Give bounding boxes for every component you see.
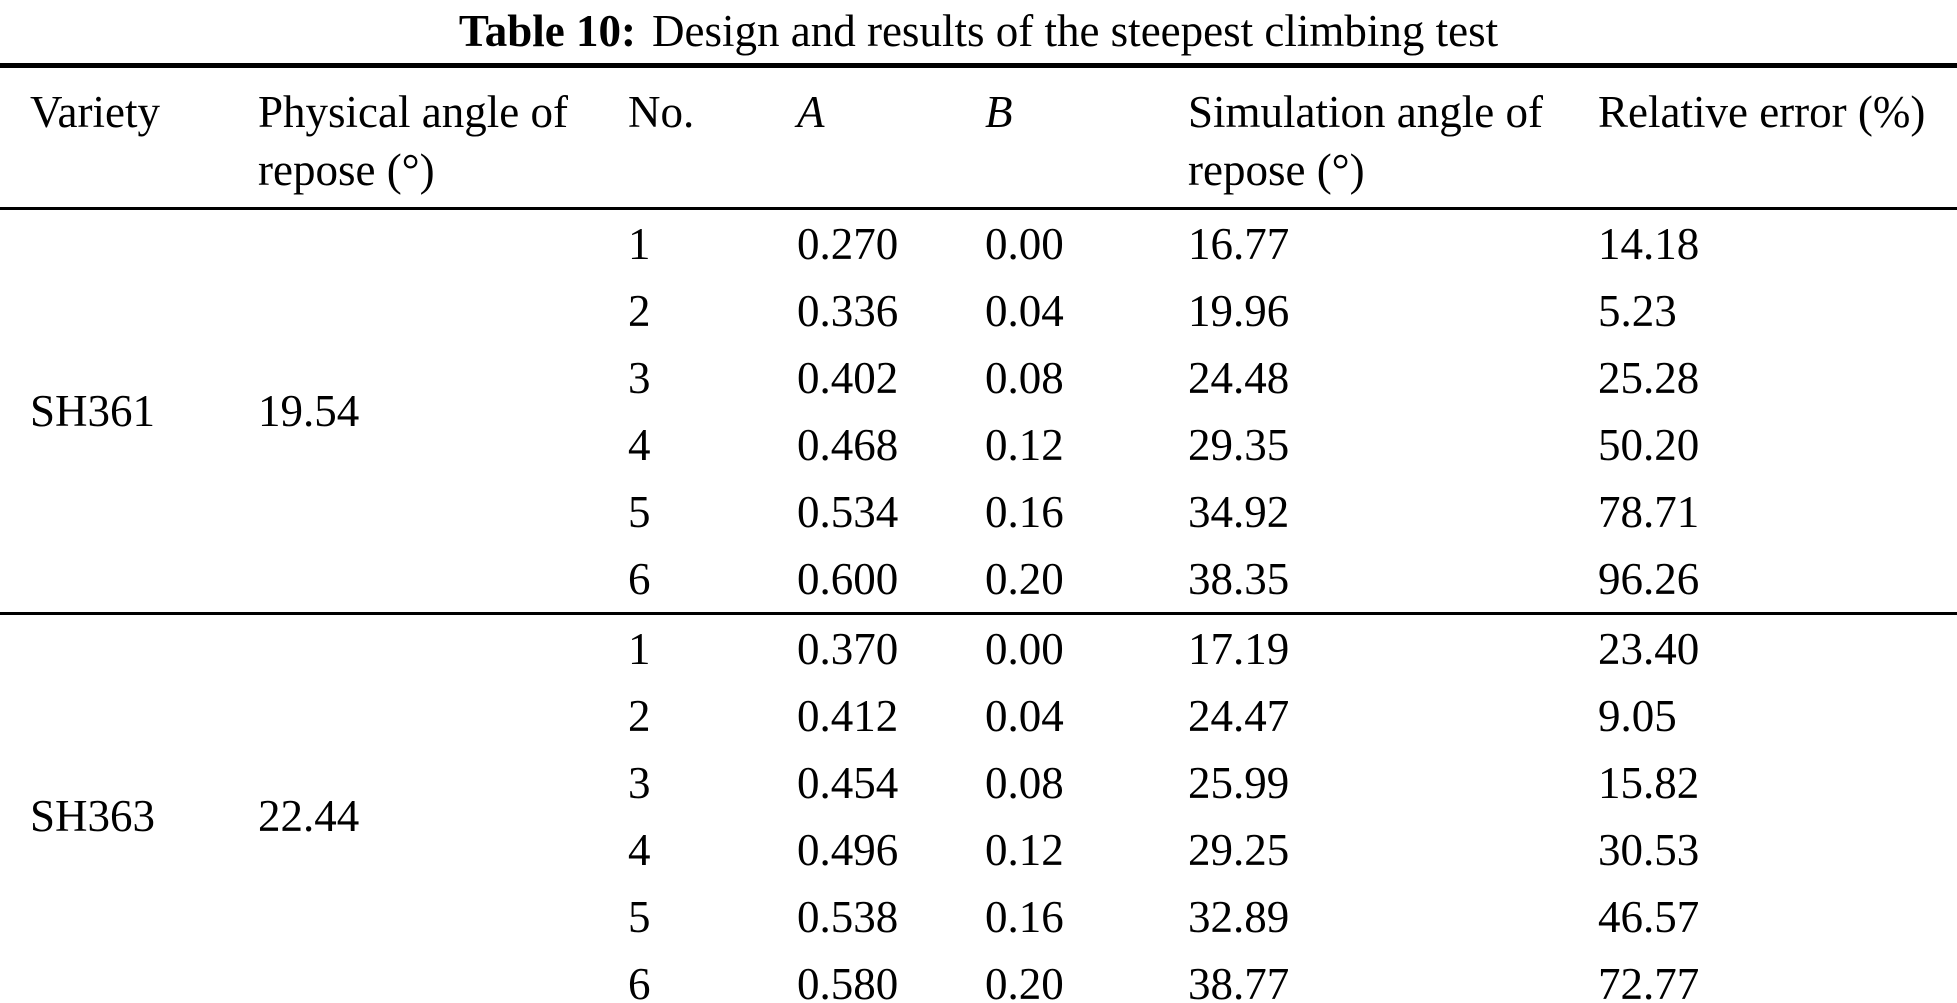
run-number-cell: 2: [628, 285, 651, 336]
header-row: Variety Physical angle of repose (°) No.…: [0, 65, 1957, 210]
factor-a-cell: 0.336: [797, 285, 899, 336]
run-number-cell: 3: [628, 757, 651, 808]
column-header-factor-a: A: [797, 65, 985, 210]
table-caption: Table 10: Design and results of the stee…: [0, 0, 1957, 63]
simulation-angle-cell: 25.99: [1188, 757, 1290, 808]
table-row: 6 0.600 0.20 38.35 96.26: [0, 545, 1957, 614]
factor-b-cell: 0.12: [985, 824, 1064, 875]
table-row: 5 0.538 0.16 32.89 46.57: [0, 883, 1957, 950]
column-header-factor-b: B: [985, 65, 1188, 210]
table-row: 2 0.336 0.04 19.96 5.23: [0, 277, 1957, 344]
run-number-cell: 4: [628, 419, 651, 470]
factor-a-cell: 0.270: [797, 218, 899, 269]
factor-b-cell: 0.04: [985, 285, 1064, 336]
run-number-cell: 2: [628, 690, 651, 741]
simulation-angle-cell: 24.47: [1188, 690, 1290, 741]
factor-b-cell: 0.08: [985, 352, 1064, 403]
run-number-cell: 1: [628, 218, 651, 269]
factor-a-cell: 0.370: [797, 623, 899, 674]
table-row: 4 0.468 0.12 29.35 50.20: [0, 411, 1957, 478]
variety-group-sh363: SH363 22.44 1 0.370 0.00 17.19 23.40 2 0.412 0.04…: [0, 614, 1957, 1003]
run-number-cell: 4: [628, 824, 651, 875]
relative-error-cell: 50.20: [1598, 419, 1700, 470]
simulation-angle-cell: 29.35: [1188, 419, 1290, 470]
factor-b-cell: 0.00: [985, 623, 1064, 674]
factor-b-cell: 0.12: [985, 419, 1064, 470]
table-row: 3 0.402 0.08 24.48 25.28: [0, 344, 1957, 411]
simulation-angle-cell: 38.35: [1188, 553, 1290, 604]
table-row: 5 0.534 0.16 34.92 78.71: [0, 478, 1957, 545]
factor-a-cell: 0.600: [797, 553, 899, 604]
table-row: 4 0.496 0.12 29.25 30.53: [0, 816, 1957, 883]
physical-angle-cell: 19.54: [258, 386, 360, 436]
factor-a-cell: 0.402: [797, 352, 899, 403]
column-header-relative-error: Relative error (%): [1598, 65, 1957, 210]
factor-a-cell: 0.412: [797, 690, 899, 741]
table-header: Variety Physical angle of repose (°) No.…: [0, 65, 1957, 210]
physical-angle-cell: 22.44: [258, 791, 360, 841]
relative-error-cell: 96.26: [1598, 553, 1700, 604]
column-header-variety: Variety: [0, 65, 258, 210]
column-header-no: No.: [628, 65, 797, 210]
simulation-angle-cell: 38.77: [1188, 958, 1290, 1003]
factor-b-cell: 0.08: [985, 757, 1064, 808]
variety-cell: SH363: [30, 791, 156, 841]
factor-b-cell: 0.04: [985, 690, 1064, 741]
run-number-cell: 3: [628, 352, 651, 403]
relative-error-cell: 5.23: [1598, 285, 1677, 336]
factor-b-cell: 0.20: [985, 958, 1064, 1003]
relative-error-cell: 14.18: [1598, 218, 1700, 269]
run-number-cell: 6: [628, 958, 651, 1003]
relative-error-cell: 9.05: [1598, 690, 1677, 741]
relative-error-cell: 46.57: [1598, 891, 1700, 942]
table-caption-text: Design and results of the steepest climb…: [652, 5, 1499, 56]
factor-a-cell: 0.496: [797, 824, 899, 875]
table-row: SH361 19.54 1 0.270 0.00 16.77 14.18: [0, 209, 1957, 437]
simulation-angle-cell: 16.77: [1188, 218, 1290, 269]
variety-cell: SH361: [30, 386, 156, 436]
simulation-angle-cell: 19.96: [1188, 285, 1290, 336]
simulation-angle-cell: 17.19: [1188, 623, 1290, 674]
table-caption-label: Table 10:: [458, 5, 637, 56]
factor-a-cell: 0.580: [797, 958, 899, 1003]
simulation-angle-cell: 34.92: [1188, 486, 1290, 537]
steepest-climbing-test-table: Variety Physical angle of repose (°) No.…: [0, 63, 1957, 1003]
table-row: 6 0.580 0.20 38.77 72.77: [0, 950, 1957, 1003]
run-number-cell: 5: [628, 891, 651, 942]
run-number-cell: 1: [628, 623, 651, 674]
factor-a-cell: 0.538: [797, 891, 899, 942]
relative-error-cell: 72.77: [1598, 958, 1700, 1003]
table-row: 3 0.454 0.08 25.99 15.82: [0, 749, 1957, 816]
relative-error-cell: 30.53: [1598, 824, 1700, 875]
simulation-angle-cell: 24.48: [1188, 352, 1290, 403]
relative-error-cell: 78.71: [1598, 486, 1700, 537]
factor-a-cell: 0.468: [797, 419, 899, 470]
table-row: SH363 22.44 1 0.370 0.00 17.19 23.40: [0, 614, 1957, 842]
factor-a-cell: 0.454: [797, 757, 899, 808]
factor-a-cell: 0.534: [797, 486, 899, 537]
simulation-angle-cell: 29.25: [1188, 824, 1290, 875]
factor-b-cell: 0.16: [985, 486, 1064, 537]
relative-error-cell: 25.28: [1598, 352, 1700, 403]
relative-error-cell: 23.40: [1598, 623, 1700, 674]
simulation-angle-cell: 32.89: [1188, 891, 1290, 942]
run-number-cell: 5: [628, 486, 651, 537]
run-number-cell: 6: [628, 553, 651, 604]
variety-group-sh361: SH361 19.54 1 0.270 0.00 16.77 14.18 2 0.336 0.04…: [0, 209, 1957, 614]
column-header-simulation-angle: Simulation angle of repose (°): [1188, 65, 1598, 210]
factor-b-cell: 0.16: [985, 891, 1064, 942]
factor-b-cell: 0.20: [985, 553, 1064, 604]
table-row: 2 0.412 0.04 24.47 9.05: [0, 682, 1957, 749]
relative-error-cell: 15.82: [1598, 757, 1700, 808]
column-header-physical-angle: Physical angle of repose (°): [258, 65, 628, 210]
factor-b-cell: 0.00: [985, 218, 1064, 269]
